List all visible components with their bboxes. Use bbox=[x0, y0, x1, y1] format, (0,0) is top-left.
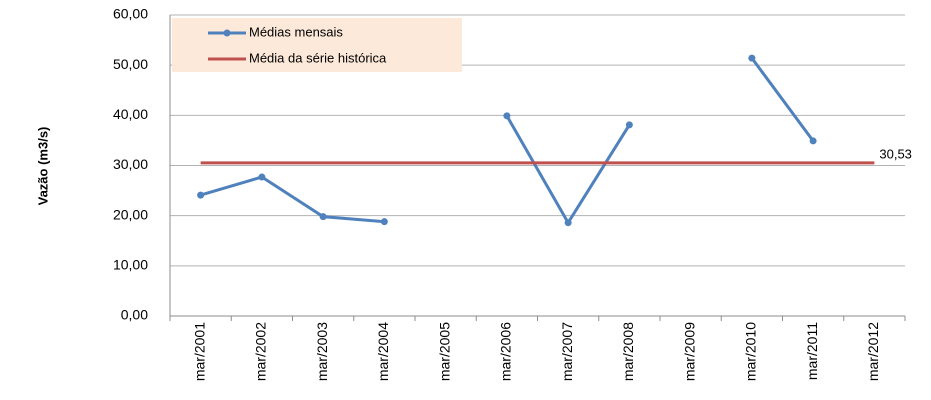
x-tick-label: mar/2009 bbox=[681, 322, 697, 381]
y-tick-label: 20,00 bbox=[113, 206, 148, 222]
x-tick-label: mar/2011 bbox=[804, 322, 820, 380]
y-tick-label: 0,00 bbox=[121, 307, 148, 323]
y-tick-label: 60,00 bbox=[113, 6, 148, 22]
data-point bbox=[197, 191, 205, 199]
data-point bbox=[258, 173, 266, 181]
x-tick-label: mar/2002 bbox=[253, 322, 269, 381]
series-line bbox=[200, 57, 815, 226]
data-label: 30,53 bbox=[879, 146, 912, 161]
x-tick-label: mar/2003 bbox=[314, 322, 330, 381]
y-tick-label: 50,00 bbox=[113, 56, 148, 72]
x-tick-label: mar/2008 bbox=[620, 322, 636, 381]
legend: Médias mensais Média da série histórica bbox=[172, 18, 462, 72]
data-point bbox=[748, 54, 756, 62]
x-tick-label: mar/2012 bbox=[865, 322, 881, 381]
legend-marker bbox=[223, 29, 231, 37]
data-point bbox=[625, 121, 633, 129]
data-point bbox=[809, 137, 817, 145]
data-point bbox=[503, 112, 511, 120]
legend-label: Médias mensais bbox=[249, 24, 343, 39]
y-tick-label: 40,00 bbox=[113, 106, 148, 122]
data-point bbox=[380, 218, 388, 226]
data-point bbox=[319, 213, 327, 221]
x-tick-label: mar/2005 bbox=[436, 322, 452, 381]
data-point bbox=[564, 219, 572, 227]
y-tick-label: 10,00 bbox=[113, 257, 148, 273]
x-tick-label: mar/2007 bbox=[559, 322, 575, 381]
y-axis-label: Vazão (m3/s) bbox=[35, 127, 50, 206]
x-tick-label: mar/2001 bbox=[191, 322, 207, 381]
y-tick-label: 30,00 bbox=[113, 156, 148, 172]
x-tick-label: mar/2010 bbox=[743, 322, 759, 381]
legend-label: Média da série histórica bbox=[249, 50, 387, 65]
x-tick-label: mar/2004 bbox=[375, 322, 391, 381]
legend-box bbox=[172, 18, 462, 72]
x-tick-label: mar/2006 bbox=[498, 322, 514, 381]
